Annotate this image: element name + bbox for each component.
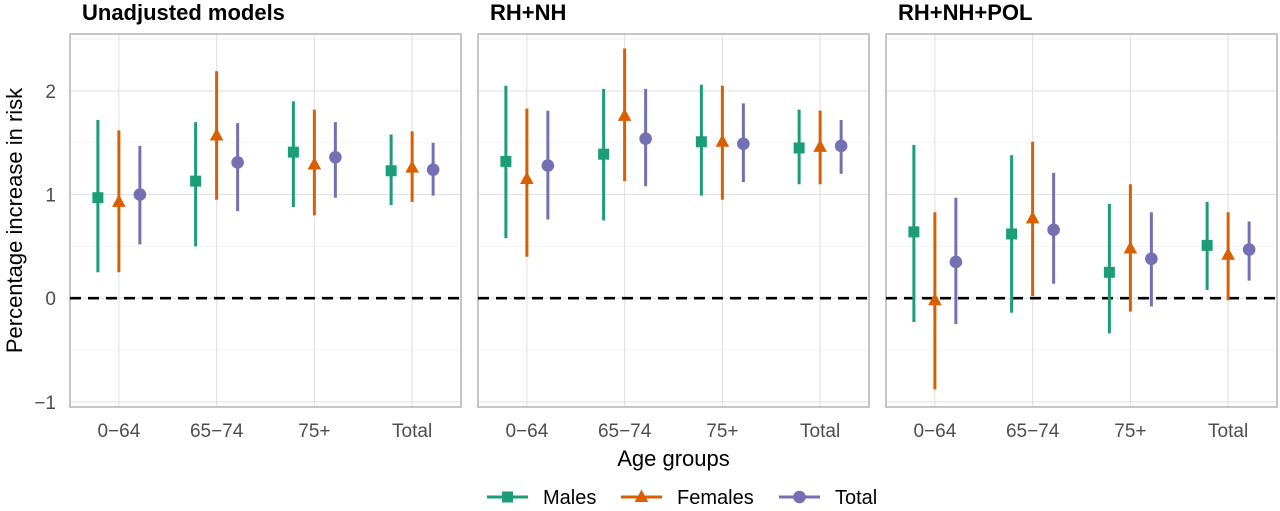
point-marker <box>695 136 707 148</box>
legend-key-marker <box>793 490 806 504</box>
point-marker <box>1242 243 1256 256</box>
y-tick-label: 0 <box>45 289 56 310</box>
facet-panel: RH+NH 0−64 65−74 75+ Total <box>477 0 870 442</box>
facet-panel: Unadjusted models 0−64 65−74 75+ Total <box>69 0 462 442</box>
point-marker <box>1145 252 1158 266</box>
point-marker <box>1006 228 1018 240</box>
facet-panel: RH+NH+POL 0−64 65−74 75+ Total <box>885 0 1278 442</box>
legend: Males Females Total <box>487 487 877 509</box>
y-axis-title: Percentage increase in risk <box>2 87 27 353</box>
legend-key-marker <box>502 491 513 503</box>
panel-border <box>477 33 870 408</box>
point-marker <box>190 175 202 187</box>
point-marker <box>329 150 342 164</box>
point-marker <box>209 128 224 141</box>
x-tick-label: Total <box>392 421 432 442</box>
x-axis-title: Age groups <box>617 446 730 471</box>
point-marker <box>541 159 555 172</box>
point-marker <box>1025 210 1040 224</box>
point-marker <box>639 132 652 145</box>
x-tick-label: 0−64 <box>505 421 548 442</box>
x-tick-label: 65−74 <box>598 421 652 442</box>
x-tick-label: Total <box>1208 421 1248 442</box>
point-marker <box>520 171 534 185</box>
y-tick-label: 1 <box>45 186 56 207</box>
legend-label: Total <box>835 487 877 506</box>
point-marker <box>617 108 632 121</box>
point-marker <box>1047 223 1060 237</box>
x-tick-label: Total <box>800 421 840 442</box>
point-marker <box>231 156 244 169</box>
facet-title: RH+NH <box>490 0 566 25</box>
facet-title: RH+NH+POL <box>898 0 1032 25</box>
x-tick-label: 75+ <box>1114 421 1146 442</box>
point-marker <box>949 255 963 269</box>
point-marker <box>405 160 419 173</box>
facet-title: Unadjusted models <box>82 0 285 25</box>
point-marker <box>112 194 126 207</box>
point-marker <box>598 148 610 160</box>
point-marker <box>793 142 805 154</box>
panel-background <box>69 33 462 408</box>
point-marker <box>928 292 942 306</box>
x-tick-label: 0−64 <box>97 421 140 442</box>
panel-background <box>477 33 870 408</box>
point-marker <box>92 192 104 204</box>
panel-border <box>885 33 1278 408</box>
point-marker <box>1123 240 1138 254</box>
point-marker <box>1221 247 1235 260</box>
point-marker <box>1103 266 1115 278</box>
x-tick-label: 0−64 <box>913 421 956 442</box>
point-marker <box>908 226 920 238</box>
point-marker <box>287 146 299 158</box>
y-tick-label: 2 <box>45 82 56 103</box>
point-marker <box>834 139 848 153</box>
y-tick-label: −1 <box>34 393 56 414</box>
x-tick-label: 75+ <box>706 421 738 442</box>
point-marker <box>500 155 512 167</box>
point-marker <box>813 139 827 152</box>
panel-background <box>885 33 1278 408</box>
point-marker <box>737 137 750 151</box>
x-tick-label: 65−74 <box>190 421 244 442</box>
point-marker <box>1201 239 1213 251</box>
point-marker <box>715 134 730 147</box>
legend-label: Males <box>543 487 596 506</box>
point-marker <box>133 188 147 201</box>
legend-key-marker <box>634 489 649 502</box>
point-marker <box>307 157 322 170</box>
point-marker <box>385 165 397 177</box>
x-tick-label: 65−74 <box>1006 421 1060 442</box>
panel-border <box>69 33 462 408</box>
point-marker <box>426 163 440 177</box>
legend-label: Females <box>677 487 754 506</box>
x-tick-label: 75+ <box>298 421 330 442</box>
